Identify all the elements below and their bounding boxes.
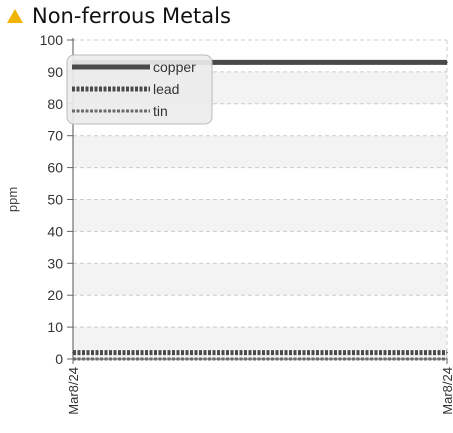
y-tick-label: 90 — [47, 64, 63, 80]
y-tick-label: 0 — [55, 351, 63, 367]
data-point-tin — [446, 358, 448, 360]
y-tick-label: 70 — [47, 128, 63, 144]
chart-title: Non-ferrous Metals — [32, 4, 231, 28]
legend: copper lead tin — [66, 54, 213, 125]
grid-band — [73, 199, 447, 232]
y-tick-label: 30 — [47, 255, 63, 271]
y-tick-label: 20 — [47, 287, 63, 303]
chart-header: Non-ferrous Metals — [6, 2, 231, 30]
y-tick-label: 80 — [47, 96, 63, 112]
grid-band — [73, 263, 447, 296]
x-tick-label: Mar8/24 — [66, 367, 81, 415]
data-point-copper — [446, 61, 448, 64]
y-tick-label: 10 — [47, 319, 63, 335]
x-tick-label: Mar8/24 — [440, 367, 453, 415]
legend-label-lead: lead — [153, 81, 179, 97]
legend-label-tin: tin — [153, 103, 168, 119]
y-tick-label: 40 — [47, 223, 63, 239]
y-tick-label: 100 — [40, 32, 64, 48]
data-point-lead — [72, 351, 74, 354]
y-tick-label: 50 — [47, 192, 63, 208]
y-tick-label: 60 — [47, 160, 63, 176]
warning-triangle-icon — [7, 9, 23, 23]
grid-band — [73, 135, 447, 168]
y-axis-label: ppm — [5, 187, 20, 212]
data-point-lead — [446, 351, 448, 354]
data-point-tin — [72, 358, 74, 360]
legend-label-copper: copper — [153, 59, 196, 75]
